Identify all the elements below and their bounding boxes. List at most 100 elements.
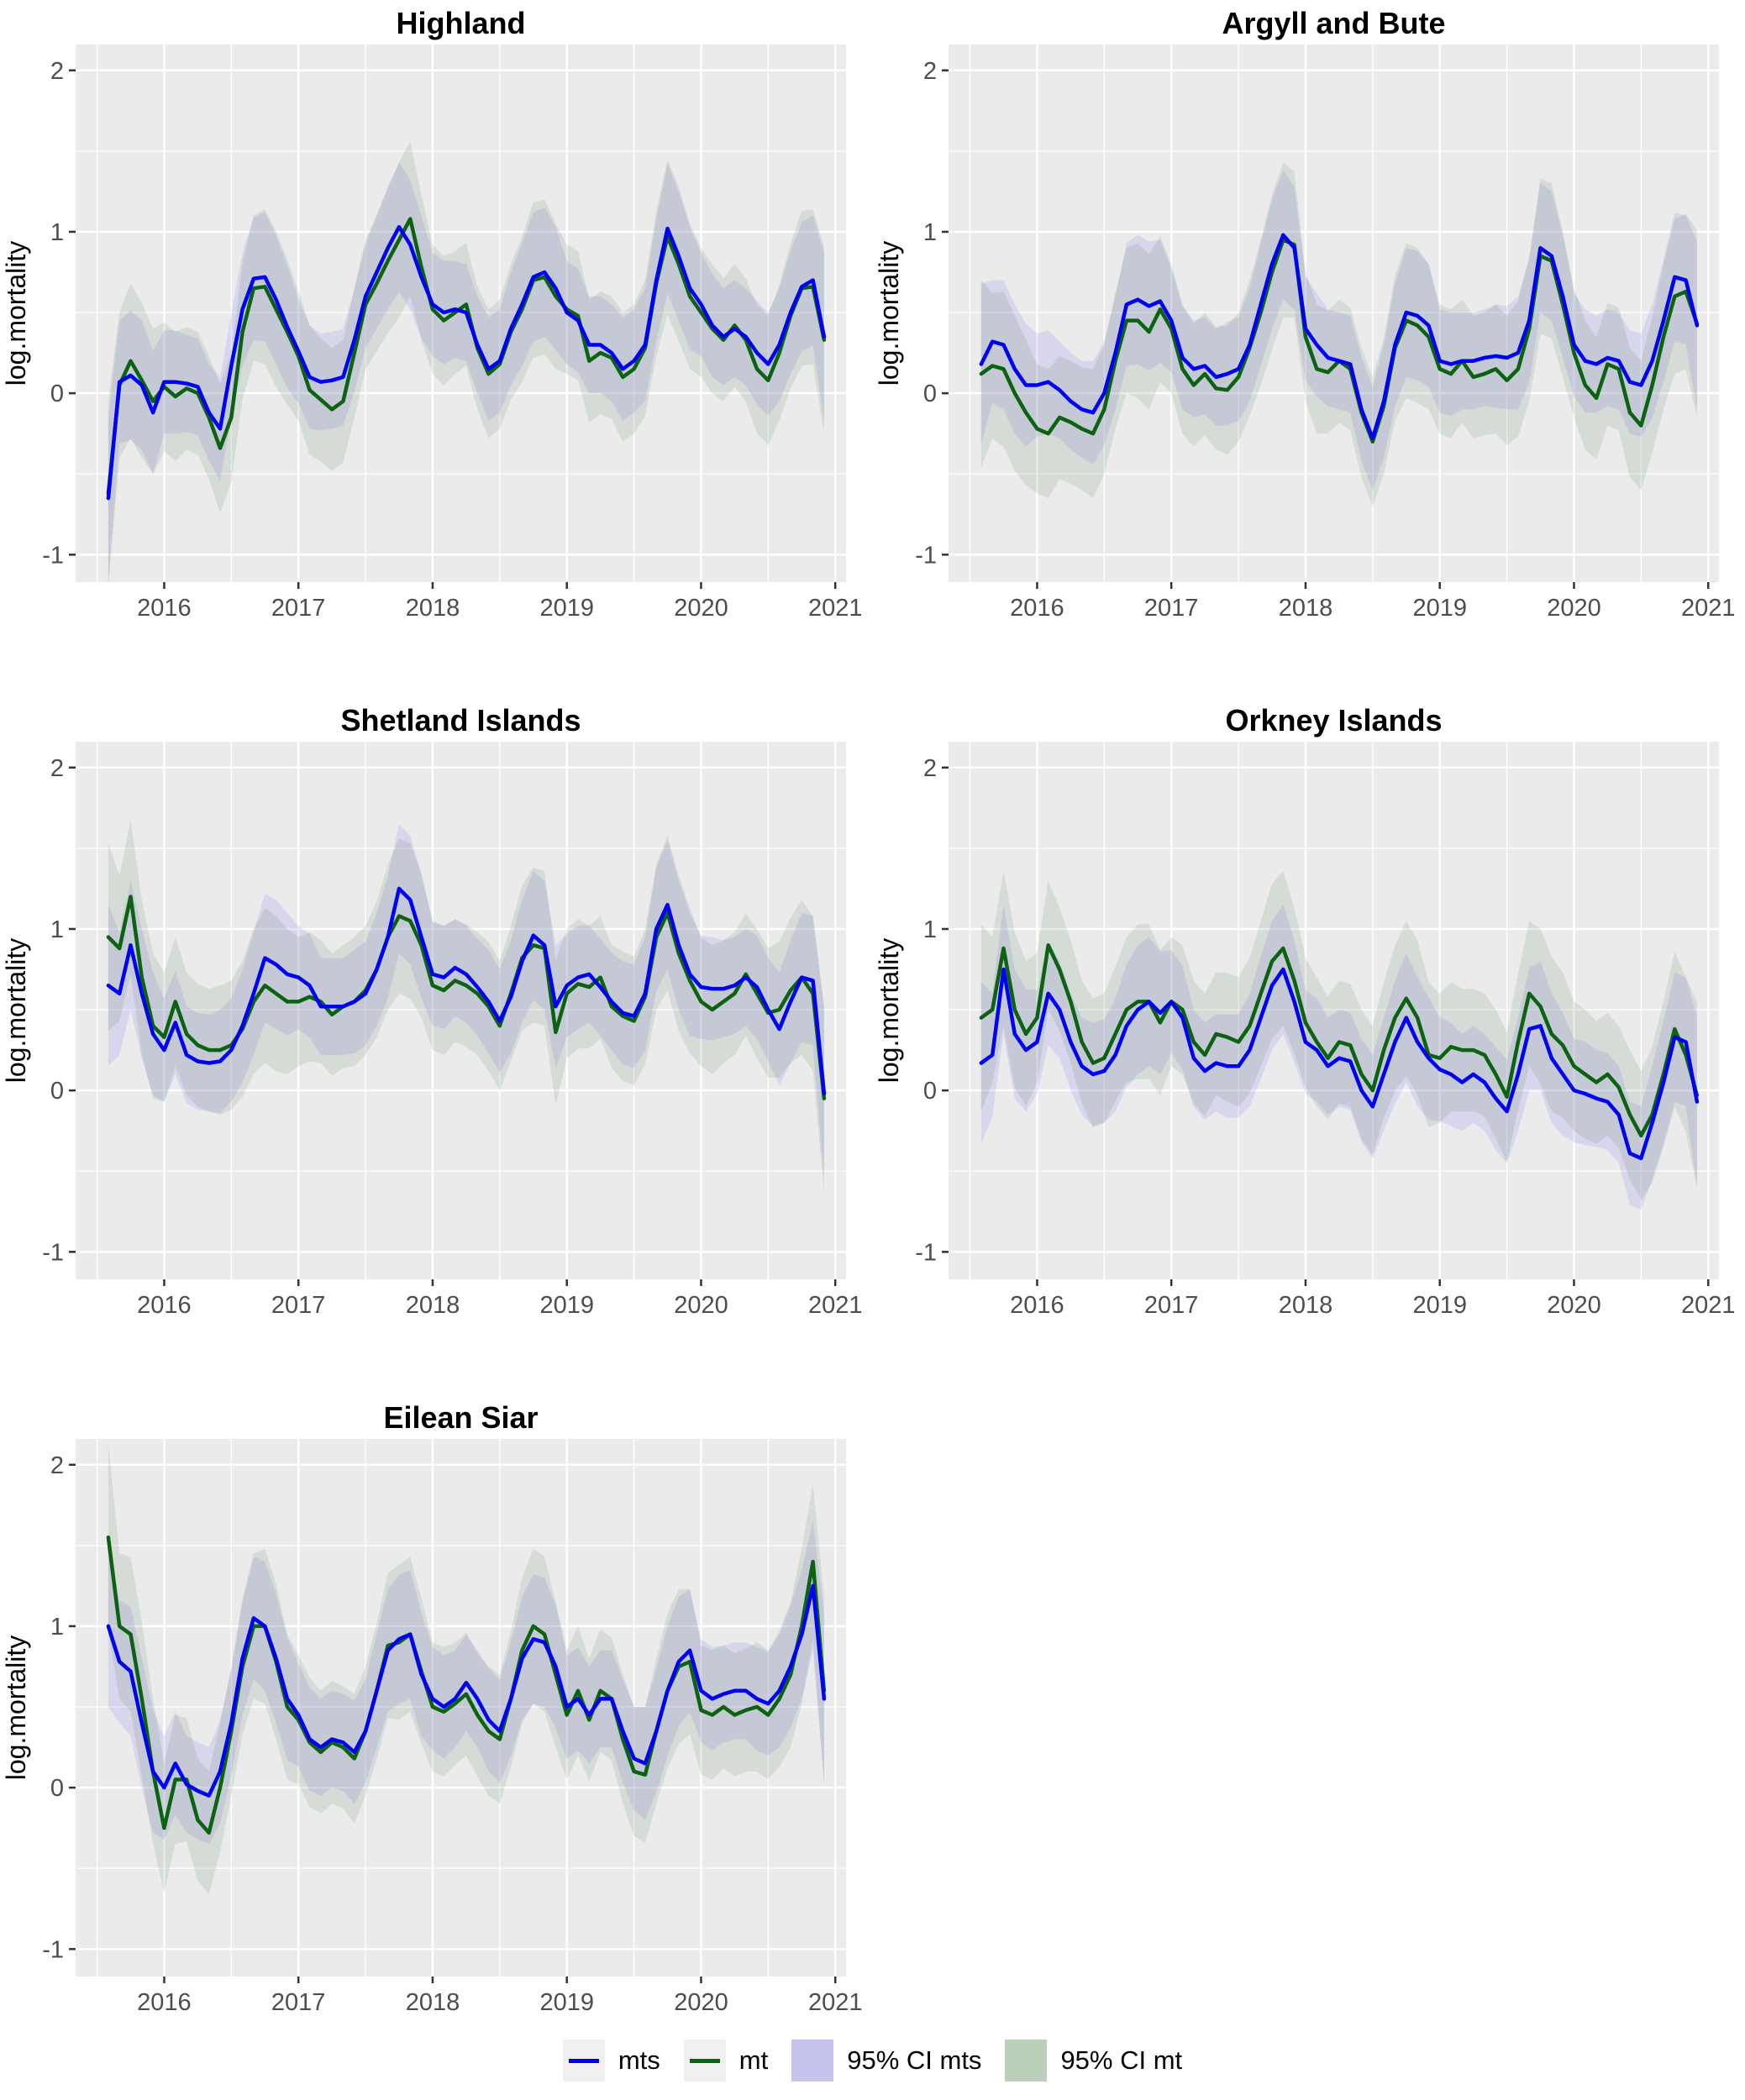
x-tick-label: 2016 [137, 595, 192, 622]
panel-title: Orkney Islands [1225, 703, 1442, 738]
x-tick-label: 2021 [1681, 595, 1736, 622]
y-tick-label: -1 [42, 542, 64, 569]
x-tick-label: 2020 [674, 1989, 728, 2016]
mts-line [106, 1583, 827, 1798]
x-tick-label: 2021 [808, 1989, 863, 2016]
plot-background [76, 742, 846, 1279]
x-tick-label: 2021 [808, 595, 863, 622]
y-axis-title: log.mortality [1, 241, 31, 386]
x-tick-label: 2016 [1010, 1292, 1064, 1319]
legend-item-mt: mt [683, 2040, 769, 2082]
ci-mt-ribbon [108, 1443, 824, 1894]
panel-argyll-and-bute: Argyll and Bute 2016 2017 2018 2019 2020 2021 -… [874, 6, 1736, 622]
x-tick-label: 2017 [1144, 595, 1199, 622]
y-tick-label: 2 [50, 1452, 64, 1479]
y-tick-label: 0 [923, 1078, 937, 1105]
panel-shetland-islands: Shetland Islands 2016 2017 2018 2019 2020 2021… [1, 703, 863, 1319]
panel-highland: Highland 2016 2017 2018 2019 2020 2021 -1 0 1 2 log… [1, 6, 863, 622]
mts-line [106, 224, 827, 501]
legend-label-ci-mts: 95% CI mts [847, 2045, 982, 2075]
ci-mts-ribbon [980, 170, 1697, 491]
mt-line [106, 217, 827, 496]
mts-line [106, 886, 827, 1096]
legend-label-mt: mt [738, 2045, 769, 2075]
y-tick-label: 1 [50, 219, 64, 246]
mt-line [106, 1535, 827, 1835]
x-tick-label: 2018 [1279, 595, 1333, 622]
ci-mt-ribbon [108, 819, 824, 1193]
legend-label-ci-mt: 95% CI mt [1060, 2045, 1183, 2075]
mts-line [979, 967, 1700, 1161]
panel-eilean-siar: Eilean Siar 2016 2017 2018 2019 2020 2021 -1 0 1 2… [1, 1400, 863, 2016]
plot-background [76, 45, 846, 582]
x-tick-label: 2018 [406, 1989, 460, 2016]
y-tick-label: 2 [923, 58, 937, 85]
legend-item-ci-mts: 95% CI mts [791, 2040, 981, 2082]
legend-key-mts [562, 2040, 605, 2082]
mts-line-icon [568, 2058, 599, 2063]
panel-orkney-islands: Orkney Islands 2016 2017 2018 2019 2020 2021 -1… [874, 703, 1736, 1319]
y-axis-title: log.mortality [874, 241, 904, 386]
y-tick-label: -1 [915, 1239, 937, 1266]
y-tick-label: 0 [50, 1078, 64, 1105]
ci-mts-ribbon [108, 162, 824, 580]
x-tick-label: 2017 [1144, 1292, 1199, 1319]
y-tick-label: 0 [50, 381, 64, 407]
plot-background [949, 742, 1719, 1279]
plot-background [76, 1439, 846, 1977]
y-tick-label: 2 [50, 58, 64, 85]
plot-background [949, 45, 1719, 582]
legend: mts mt 95% CI mts 95% CI mt [0, 2040, 1745, 2082]
x-tick-label: 2019 [539, 1989, 594, 2016]
x-tick-label: 2020 [1547, 1292, 1601, 1319]
y-tick-label: 2 [923, 755, 937, 782]
x-tick-label: 2016 [137, 1292, 192, 1319]
y-tick-label: -1 [42, 1936, 64, 1963]
x-tick-label: 2021 [808, 1292, 863, 1319]
y-axis-title: log.mortality [1, 1635, 31, 1781]
ci-mt-ribbon [980, 162, 1697, 507]
x-tick-label: 2017 [271, 1989, 326, 2016]
legend-item-ci-mt: 95% CI mt [1005, 2040, 1182, 2082]
x-tick-label: 2016 [1010, 595, 1064, 622]
y-tick-label: 1 [50, 1614, 64, 1641]
panel-title: Shetland Islands [340, 703, 581, 738]
ci-mt-ribbon [980, 870, 1697, 1200]
y-tick-label: 1 [50, 916, 64, 943]
x-tick-label: 2018 [406, 1292, 460, 1319]
x-tick-label: 2017 [271, 1292, 326, 1319]
x-tick-label: 2019 [1412, 1292, 1467, 1319]
legend-key-mt [683, 2040, 726, 2082]
legend-item-mts: mts [562, 2040, 660, 2082]
panel-title: Highland [397, 6, 526, 40]
panel-title: Eilean Siar [383, 1400, 538, 1435]
x-tick-label: 2018 [406, 595, 460, 622]
ci-mt-swatch-icon [1005, 2040, 1048, 2082]
y-tick-label: -1 [915, 542, 937, 569]
panel-title: Argyll and Bute [1222, 6, 1445, 40]
x-tick-label: 2019 [1412, 595, 1467, 622]
y-tick-label: 1 [923, 219, 937, 246]
y-tick-label: 0 [923, 381, 937, 407]
y-axis-title: log.mortality [1, 938, 31, 1084]
x-tick-label: 2016 [137, 1989, 192, 2016]
x-tick-label: 2019 [539, 595, 594, 622]
y-tick-label: -1 [42, 1239, 64, 1266]
x-tick-label: 2021 [1681, 1292, 1736, 1319]
ci-mts-ribbon [108, 824, 824, 1178]
ci-mts-swatch-icon [791, 2040, 834, 2082]
mts-line [979, 233, 1700, 441]
ci-mt-ribbon [108, 141, 824, 582]
y-axis-title: log.mortality [874, 938, 904, 1084]
x-tick-label: 2020 [674, 595, 728, 622]
y-tick-label: 0 [50, 1775, 64, 1802]
x-tick-label: 2020 [1547, 595, 1601, 622]
x-tick-label: 2019 [539, 1292, 594, 1319]
legend-label-mts: mts [618, 2045, 660, 2075]
mt-line-icon [689, 2058, 720, 2063]
x-tick-label: 2020 [674, 1292, 728, 1319]
x-tick-label: 2017 [271, 595, 326, 622]
y-tick-label: 2 [50, 755, 64, 782]
y-tick-label: 1 [923, 916, 937, 943]
